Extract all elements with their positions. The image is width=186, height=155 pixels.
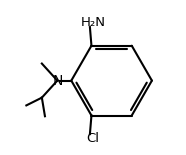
Text: N: N bbox=[52, 74, 62, 88]
Text: H₂N: H₂N bbox=[81, 16, 105, 29]
Text: Cl: Cl bbox=[86, 132, 100, 145]
